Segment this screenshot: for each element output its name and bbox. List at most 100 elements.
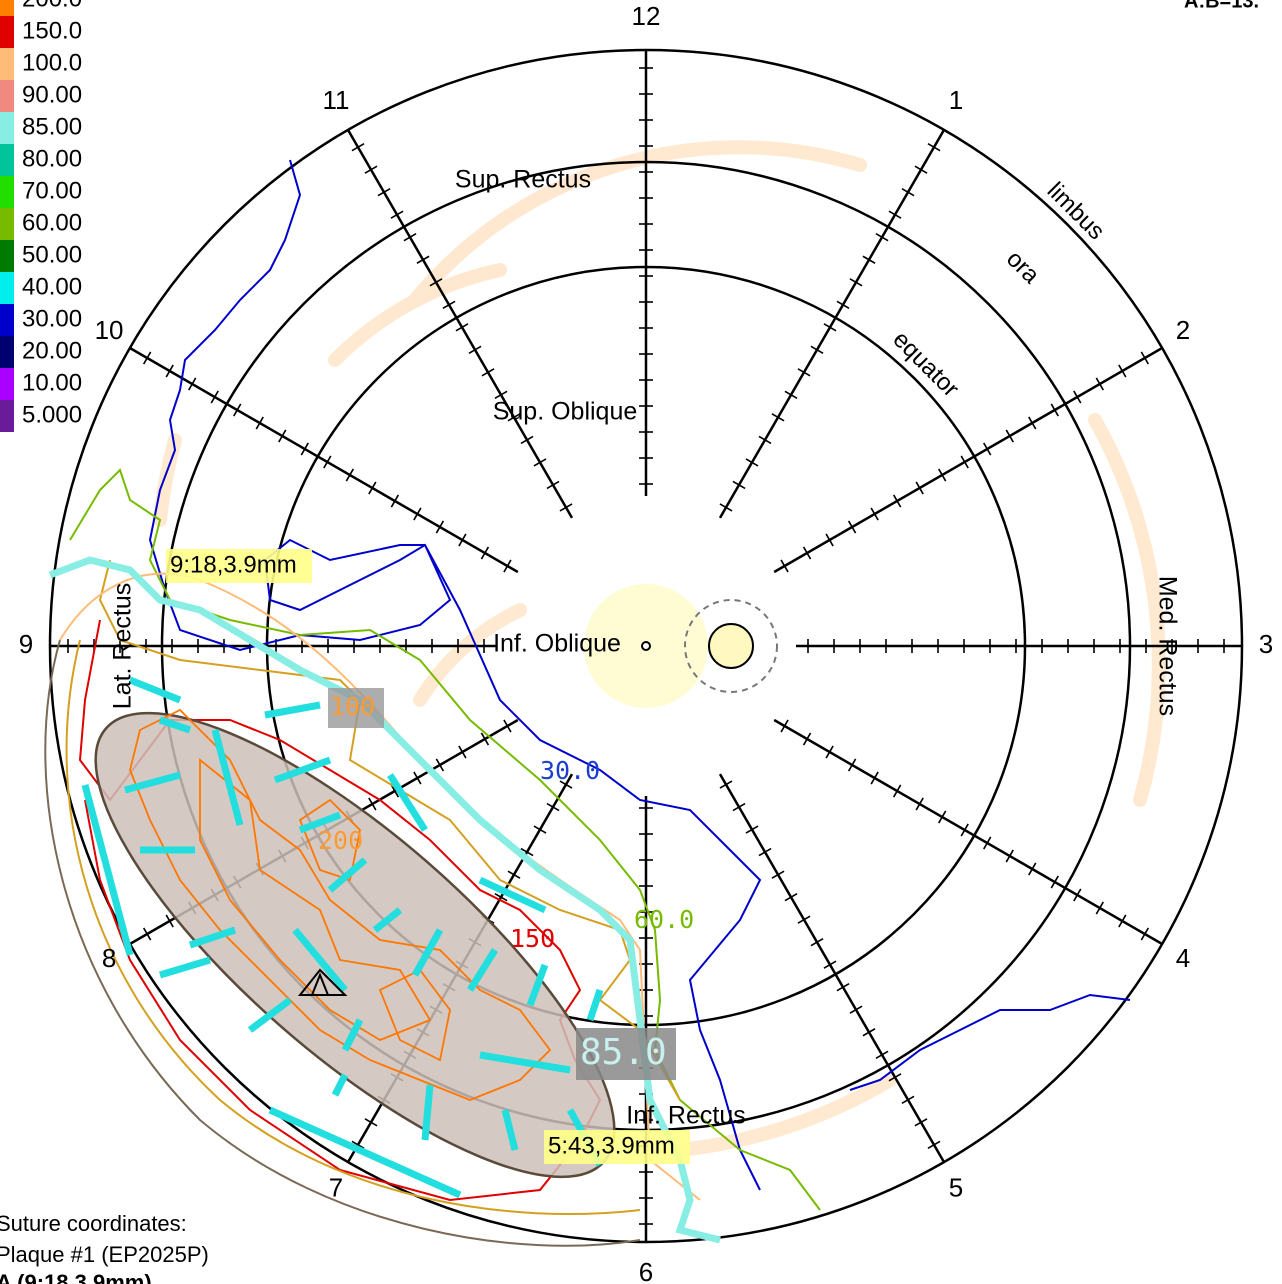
tick: [416, 255, 430, 264]
tick: [1028, 416, 1037, 430]
tick: [255, 416, 264, 430]
tick: [847, 758, 857, 772]
tick: [983, 836, 992, 850]
spoke: [129, 346, 519, 574]
tick: [165, 914, 174, 928]
tick: [480, 546, 490, 560]
tick: [825, 745, 834, 759]
tie-marks: [81, 676, 604, 1199]
tick: [390, 784, 400, 798]
tick: [914, 1118, 928, 1127]
tick: [758, 847, 772, 857]
contour-label: 60.0: [634, 905, 694, 934]
legend-label: 200.0: [22, 0, 82, 12]
legend-label: 70.00: [22, 177, 82, 204]
clock-label: 6: [639, 1257, 653, 1284]
tick: [468, 345, 482, 355]
tick: [503, 559, 512, 573]
legend-swatch: [0, 112, 14, 144]
tick: [823, 323, 837, 332]
legend-swatch: [0, 336, 14, 368]
tick: [915, 797, 924, 811]
tick: [413, 771, 422, 785]
legend-label: 90.00: [22, 81, 82, 108]
tick: [351, 1140, 365, 1150]
spoke: [773, 346, 1163, 574]
tick: [142, 351, 152, 365]
suture-box: [166, 549, 312, 583]
muscle-label: Sup. Rectus: [455, 166, 591, 194]
clock-label: 10: [95, 315, 124, 345]
tick: [364, 1118, 378, 1127]
tick: [368, 797, 377, 811]
tick: [847, 520, 857, 534]
tick: [849, 1005, 863, 1014]
legend-label: 5.000: [22, 401, 82, 428]
contour-30-b: [849, 993, 1131, 1091]
note: A (9:18,3.9mm): [0, 1270, 152, 1284]
tick: [960, 823, 969, 837]
tick: [458, 533, 467, 547]
tick: [210, 390, 219, 404]
tick: [559, 780, 573, 789]
disc-margin: [684, 599, 778, 693]
legend-label: 150.0: [22, 17, 82, 44]
contour-label: 85.0: [580, 1032, 667, 1073]
tick: [732, 480, 746, 490]
tick: [927, 142, 941, 152]
tick: [442, 300, 456, 309]
legend-label: 30.00: [22, 305, 82, 332]
tick: [559, 503, 573, 512]
note: Plaque #1 (EP2025P): [0, 1242, 209, 1267]
tick: [915, 481, 924, 495]
tick: [875, 1050, 889, 1059]
legend-swatch: [0, 208, 14, 240]
tick: [494, 390, 508, 400]
note: Suture coordinates:: [0, 1211, 187, 1236]
tick: [892, 784, 902, 798]
clock-label: 11: [323, 85, 350, 115]
tick: [1095, 377, 1104, 391]
tick: [836, 983, 850, 992]
tick: [862, 255, 876, 264]
suture-label: 9:18,3.9mm: [170, 551, 297, 578]
clock-label: 2: [1176, 315, 1190, 345]
tick: [364, 165, 378, 174]
polar-grid: [48, 48, 1244, 1244]
tick: [810, 345, 824, 355]
tick: [480, 732, 490, 746]
tick: [719, 780, 733, 789]
label-box: [576, 1028, 676, 1080]
legend-swatch: [0, 240, 14, 272]
tick: [888, 1073, 902, 1082]
muscle-label: Inf. Rectus: [626, 1102, 746, 1130]
tick: [862, 1028, 876, 1037]
optic-disc: [708, 623, 754, 669]
legend-swatch: [0, 0, 14, 16]
tick: [797, 915, 811, 924]
tick: [1140, 927, 1150, 941]
tick: [1118, 914, 1127, 928]
tick: [520, 435, 534, 445]
tick: [1028, 862, 1037, 876]
tick: [1050, 875, 1059, 889]
tick: [901, 1095, 915, 1104]
tick: [1050, 403, 1059, 417]
tick: [784, 892, 798, 902]
tick: [802, 546, 812, 560]
legend-swatch: [0, 48, 14, 80]
muscle-label: Sup. Oblique: [493, 398, 638, 426]
legend-swatch: [0, 304, 14, 336]
tick: [233, 403, 242, 417]
tick: [481, 368, 495, 377]
legend-label: 10.00: [22, 369, 82, 396]
clock-label: 9: [19, 629, 33, 659]
spoke: [718, 773, 946, 1163]
legend-swatch: [0, 16, 14, 48]
tick: [901, 188, 915, 197]
tick: [300, 442, 309, 456]
tick: [892, 494, 902, 508]
tick: [403, 233, 417, 242]
clock-label: 4: [1176, 943, 1190, 973]
